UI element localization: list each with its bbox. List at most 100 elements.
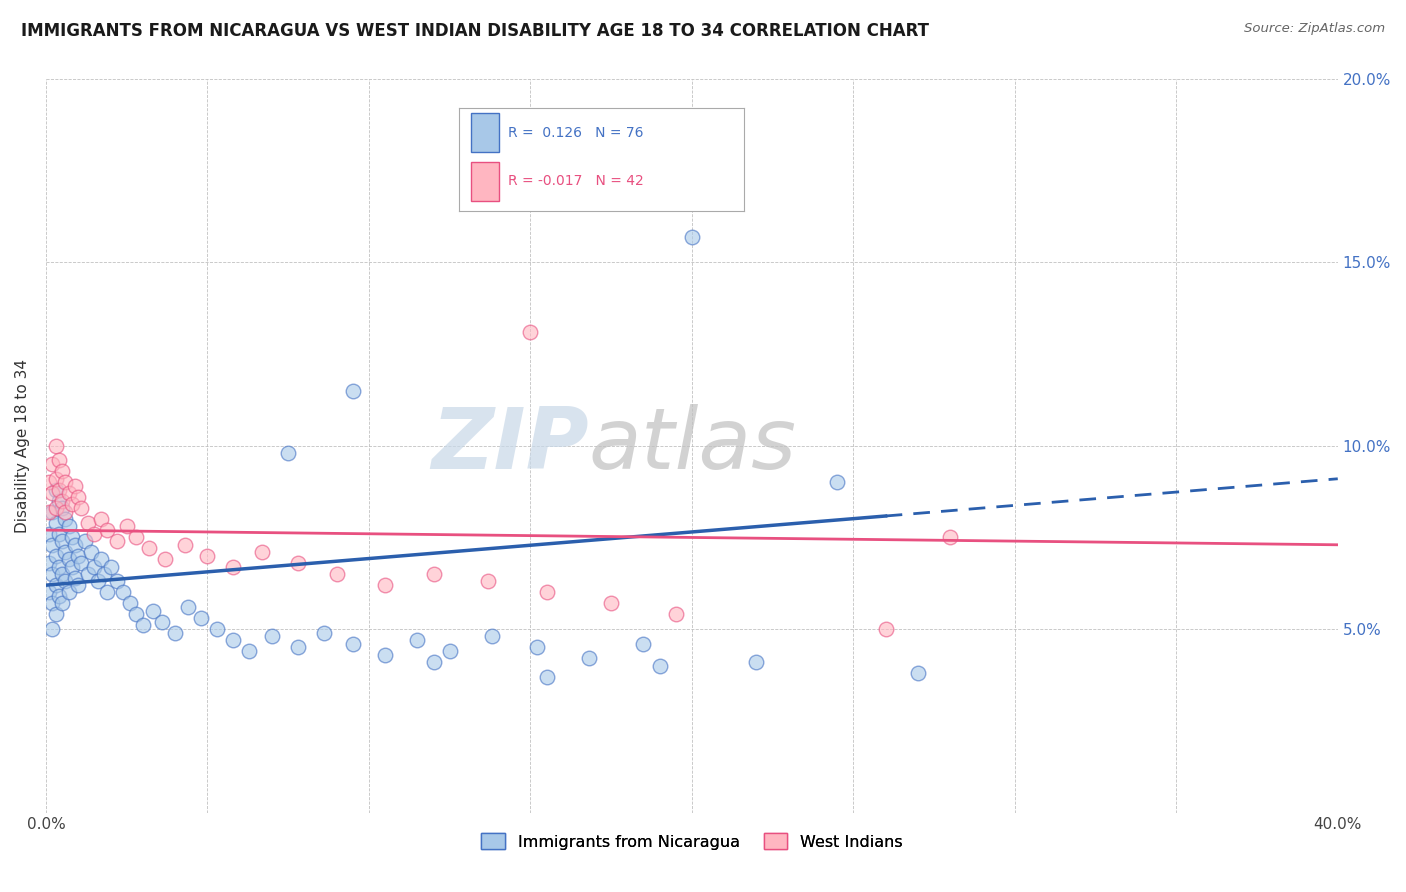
Point bbox=[51, 597, 73, 611]
Point bbox=[96, 523, 118, 537]
Point bbox=[526, 640, 548, 655]
Point bbox=[58, 486, 80, 500]
Point bbox=[41, 597, 63, 611]
Point bbox=[41, 538, 63, 552]
Point bbox=[125, 607, 148, 622]
Point bbox=[38, 526, 60, 541]
Point bbox=[41, 622, 63, 636]
Point bbox=[53, 574, 76, 589]
Point bbox=[406, 633, 429, 648]
Text: Source: ZipAtlas.com: Source: ZipAtlas.com bbox=[1244, 22, 1385, 36]
Point bbox=[600, 597, 623, 611]
Point bbox=[83, 526, 105, 541]
Point bbox=[105, 574, 128, 589]
Point bbox=[80, 545, 103, 559]
Point bbox=[53, 545, 76, 559]
Point bbox=[60, 498, 83, 512]
Legend: Immigrants from Nicaragua, West Indians: Immigrants from Nicaragua, West Indians bbox=[474, 827, 910, 856]
Point bbox=[45, 516, 67, 530]
Point bbox=[63, 479, 86, 493]
Point bbox=[260, 630, 283, 644]
Point bbox=[252, 545, 274, 559]
Point bbox=[519, 325, 541, 339]
Point bbox=[115, 519, 138, 533]
Point bbox=[48, 493, 70, 508]
Point bbox=[165, 625, 187, 640]
Point bbox=[51, 567, 73, 582]
Point bbox=[633, 637, 655, 651]
Point bbox=[745, 655, 768, 669]
Point bbox=[141, 604, 163, 618]
Point bbox=[63, 538, 86, 552]
Point bbox=[58, 552, 80, 566]
Point bbox=[138, 541, 160, 556]
Point bbox=[48, 453, 70, 467]
Point bbox=[90, 552, 112, 566]
Point bbox=[222, 559, 245, 574]
Point bbox=[112, 585, 135, 599]
Point bbox=[150, 615, 173, 629]
Point bbox=[51, 465, 73, 479]
Point bbox=[238, 644, 260, 658]
Point bbox=[665, 607, 688, 622]
Point bbox=[60, 531, 83, 545]
Point bbox=[648, 658, 671, 673]
Point bbox=[38, 475, 60, 490]
Point bbox=[41, 486, 63, 500]
Point bbox=[374, 648, 396, 662]
Point bbox=[125, 531, 148, 545]
Point bbox=[222, 633, 245, 648]
Point bbox=[38, 556, 60, 570]
Point bbox=[51, 493, 73, 508]
Point bbox=[51, 501, 73, 516]
Point bbox=[277, 446, 299, 460]
Point bbox=[907, 666, 929, 681]
Point bbox=[38, 505, 60, 519]
Point bbox=[90, 512, 112, 526]
Point bbox=[77, 567, 100, 582]
Point bbox=[58, 585, 80, 599]
Point bbox=[63, 571, 86, 585]
Point bbox=[48, 483, 70, 497]
Point bbox=[45, 607, 67, 622]
Point bbox=[93, 567, 115, 582]
Point bbox=[374, 578, 396, 592]
Point bbox=[53, 512, 76, 526]
Point bbox=[48, 589, 70, 603]
Point bbox=[96, 585, 118, 599]
Point bbox=[67, 578, 90, 592]
Point bbox=[197, 549, 219, 563]
Point bbox=[60, 559, 83, 574]
Point bbox=[45, 439, 67, 453]
Point bbox=[41, 567, 63, 582]
Point bbox=[875, 622, 897, 636]
Y-axis label: Disability Age 18 to 34: Disability Age 18 to 34 bbox=[15, 359, 30, 533]
Point bbox=[48, 559, 70, 574]
Point bbox=[100, 559, 122, 574]
Text: IMMIGRANTS FROM NICARAGUA VS WEST INDIAN DISABILITY AGE 18 TO 34 CORRELATION CHA: IMMIGRANTS FROM NICARAGUA VS WEST INDIAN… bbox=[21, 22, 929, 40]
Point bbox=[287, 556, 309, 570]
Point bbox=[536, 585, 558, 599]
Point bbox=[70, 501, 93, 516]
Point bbox=[45, 501, 67, 516]
Point bbox=[325, 567, 347, 582]
Point bbox=[41, 457, 63, 471]
Point bbox=[681, 229, 703, 244]
Point bbox=[177, 600, 200, 615]
Point bbox=[481, 630, 503, 644]
Point bbox=[342, 384, 364, 398]
Point bbox=[83, 559, 105, 574]
Point bbox=[41, 505, 63, 519]
Point bbox=[48, 526, 70, 541]
Point bbox=[132, 618, 155, 632]
Point bbox=[51, 534, 73, 549]
Text: atlas: atlas bbox=[589, 404, 797, 487]
Point bbox=[190, 611, 212, 625]
Text: ZIP: ZIP bbox=[430, 404, 589, 487]
Point bbox=[45, 578, 67, 592]
Point bbox=[477, 574, 499, 589]
Point bbox=[77, 516, 100, 530]
Point bbox=[45, 483, 67, 497]
Point bbox=[536, 670, 558, 684]
Point bbox=[67, 549, 90, 563]
